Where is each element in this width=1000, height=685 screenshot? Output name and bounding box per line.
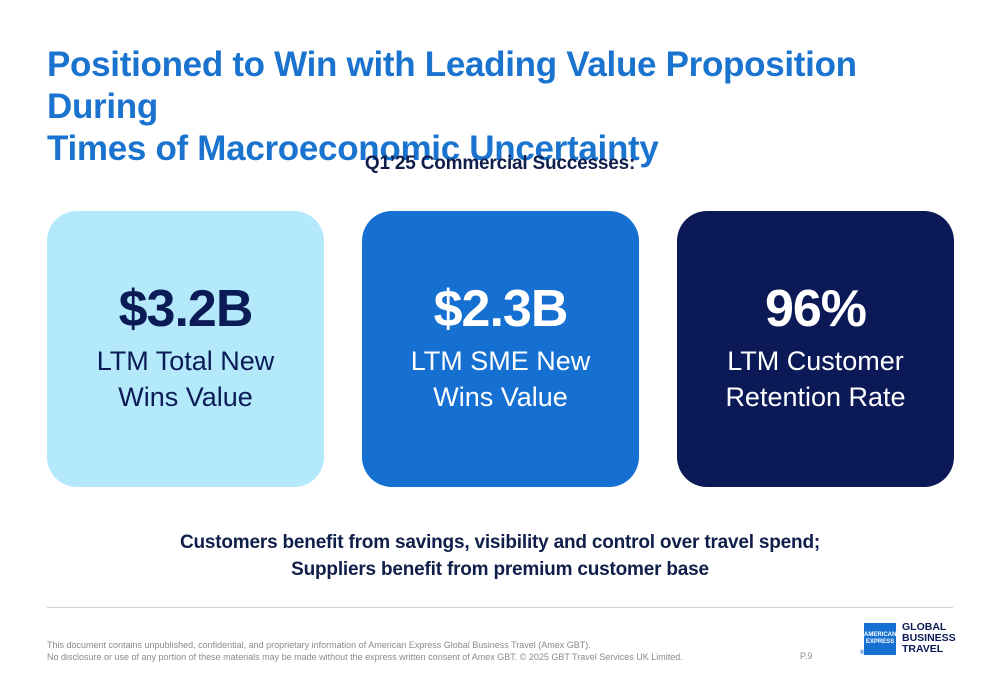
footer-divider: [47, 607, 953, 608]
registered-mark-icon: ®: [860, 649, 865, 656]
logo-text-line-1: GLOBAL: [902, 621, 947, 633]
section-subtitle: Q1’25 Commercial Successes:: [364, 153, 636, 174]
disclaimer-line-2: No disclosure or use of any portion of t…: [47, 652, 683, 662]
amex-logo-box: AMERICAN EXPRESS ®: [860, 622, 897, 656]
logo-text-line-2: BUSINESS: [902, 632, 956, 644]
title-line-2: Times of Macroeconomic Uncertainty: [47, 129, 659, 168]
value-proposition-tagline: Customers benefit from savings, visibili…: [0, 529, 1000, 583]
stat-label-line-2: Wins Value: [433, 382, 568, 412]
title-line-1: Positioned to Win with Leading Value Pro…: [47, 45, 857, 126]
stat-value: $2.3B: [433, 280, 569, 338]
stat-card-total-wins: $3.2B LTM Total New Wins Value: [47, 211, 324, 487]
page-title: Positioned to Win with Leading Value Pro…: [47, 44, 947, 170]
logo-text-line-3: TRAVEL: [902, 643, 944, 655]
stat-card-sme-wins: $2.3B LTM SME New Wins Value: [362, 211, 639, 487]
stat-value: $3.2B: [118, 280, 254, 338]
tagline-line-1: Customers benefit from savings, visibili…: [179, 532, 820, 553]
stat-label: LTM Customer Retention Rate: [677, 343, 954, 415]
logo-box-line-1: AMERICAN: [864, 631, 897, 638]
tagline-line-2: Suppliers benefit from premium customer …: [291, 559, 709, 580]
legal-disclaimer: This document contains unpublished, conf…: [47, 639, 683, 663]
stat-label: LTM SME New Wins Value: [362, 343, 639, 415]
stat-card-retention: 96% LTM Customer Retention Rate: [677, 211, 954, 487]
stat-label-line-2: Wins Value: [118, 382, 253, 412]
stat-label-line-1: LTM SME New: [410, 346, 591, 376]
logo-box-line-2: EXPRESS: [865, 638, 895, 645]
stat-value: 96%: [764, 280, 867, 338]
logo-wordmark: GLOBAL BUSINESS TRAVEL: [902, 622, 956, 655]
page-number: P.9: [800, 651, 813, 661]
disclaimer-line-1: This document contains unpublished, conf…: [47, 640, 591, 650]
stat-label: LTM Total New Wins Value: [47, 343, 324, 415]
stat-label-line-1: LTM Customer: [727, 346, 904, 376]
amex-gbt-logo: AMERICAN EXPRESS ® GLOBAL BUSINESS TRAVE…: [860, 622, 956, 656]
stat-label-line-1: LTM Total New: [96, 346, 275, 376]
stat-label-line-2: Retention Rate: [725, 382, 906, 412]
